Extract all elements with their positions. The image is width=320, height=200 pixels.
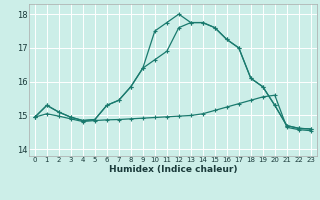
X-axis label: Humidex (Indice chaleur): Humidex (Indice chaleur) — [108, 165, 237, 174]
